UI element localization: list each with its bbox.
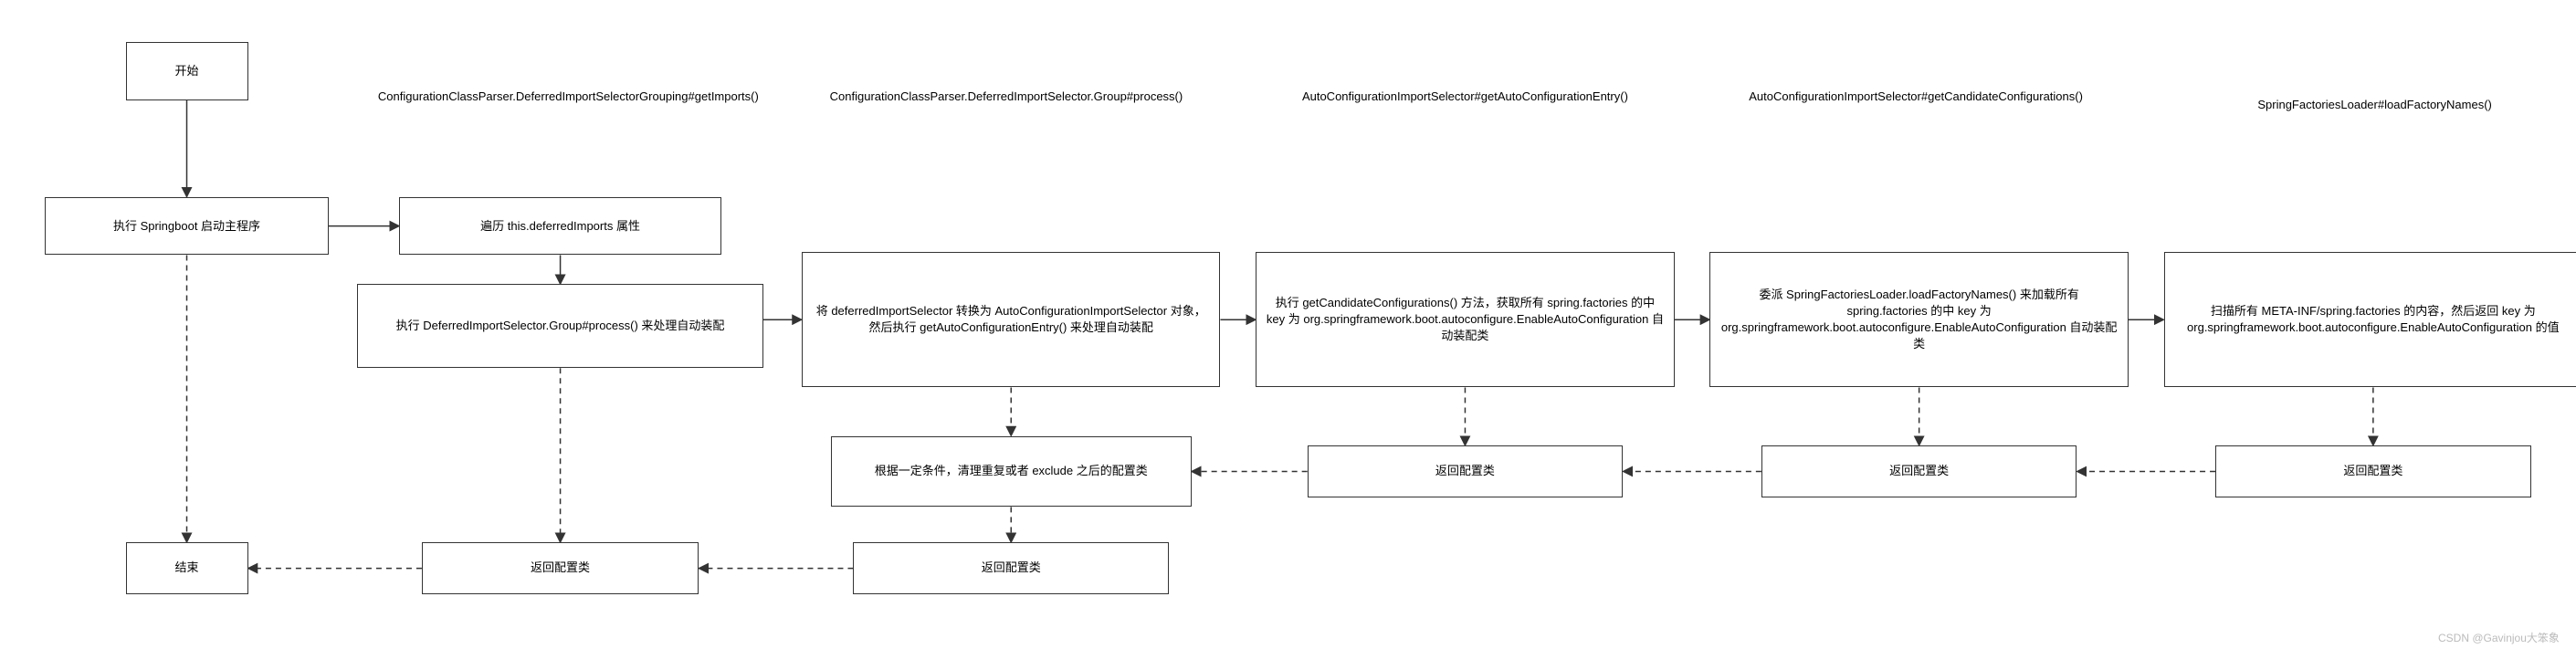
node-n7: 扫描所有 META-INF/spring.factories 的内容，然后返回 …	[2164, 252, 2576, 388]
node-r4: 返回配置类	[853, 542, 1169, 594]
header-h4: AutoConfigurationImportSelector#getCandi…	[1707, 89, 2125, 105]
header-h1: ConfigurationClassParser.DeferredImportS…	[351, 89, 785, 105]
node-n4: 将 deferredImportSelector 转换为 AutoConfigu…	[802, 252, 1220, 388]
node-r5: 返回配置类	[1308, 445, 1624, 497]
node-n2: 遍历 this.deferredImports 属性	[399, 197, 721, 256]
watermark: CSDN @Gavinjou大笨象	[2438, 630, 2560, 645]
node-start: 开始	[126, 42, 248, 100]
node-end: 结束	[126, 542, 248, 594]
node-n6: 委派 SpringFactoriesLoader.loadFactoryName…	[1709, 252, 2128, 388]
node-r3: 返回配置类	[422, 542, 699, 594]
node-n8: 根据一定条件，清理重复或者 exclude 之后的配置类	[831, 436, 1192, 508]
header-h5: SpringFactoriesLoader#loadFactoryNames()	[2182, 97, 2568, 113]
node-r6: 返回配置类	[1761, 445, 2077, 497]
node-n5: 执行 getCandidateConfigurations() 方法，获取所有 …	[1256, 252, 1674, 388]
node-n1: 执行 Springboot 启动主程序	[45, 197, 328, 256]
header-h3: AutoConfigurationImportSelector#getAutoC…	[1256, 89, 1674, 105]
node-r7: 返回配置类	[2215, 445, 2531, 497]
node-n3: 执行 DeferredImportSelector.Group#process(…	[357, 284, 762, 368]
header-h2: ConfigurationClassParser.DeferredImportS…	[789, 89, 1224, 105]
